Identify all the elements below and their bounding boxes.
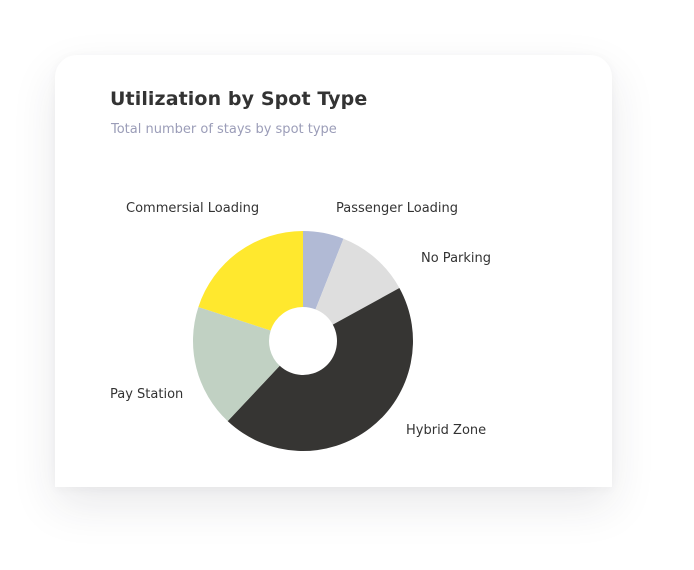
slice-label-passenger-loading: Passenger Loading	[336, 201, 458, 216]
chart-card: Utilization by Spot Type Total number of…	[55, 55, 612, 487]
slice-commersial-loading[interactable]	[198, 231, 303, 331]
slice-hybrid-zone[interactable]	[227, 288, 413, 451]
slice-label-hybrid-zone: Hybrid Zone	[406, 423, 486, 438]
slice-label-no-parking: No Parking	[421, 251, 491, 266]
slice-no-parking[interactable]	[315, 238, 400, 325]
chart-subtitle: Total number of stays by spot type	[111, 122, 337, 137]
donut-chart: Passenger Loading No Parking Hybrid Zone Pa…	[110, 201, 491, 451]
slice-label-commersial-loading: Commersial Loading	[126, 201, 259, 216]
chart-title: Utilization by Spot Type	[110, 88, 368, 110]
slice-passenger-loading[interactable]	[303, 231, 344, 310]
slice-label-pay-station: Pay Station	[110, 387, 183, 402]
slice-pay-station[interactable]	[193, 307, 280, 422]
